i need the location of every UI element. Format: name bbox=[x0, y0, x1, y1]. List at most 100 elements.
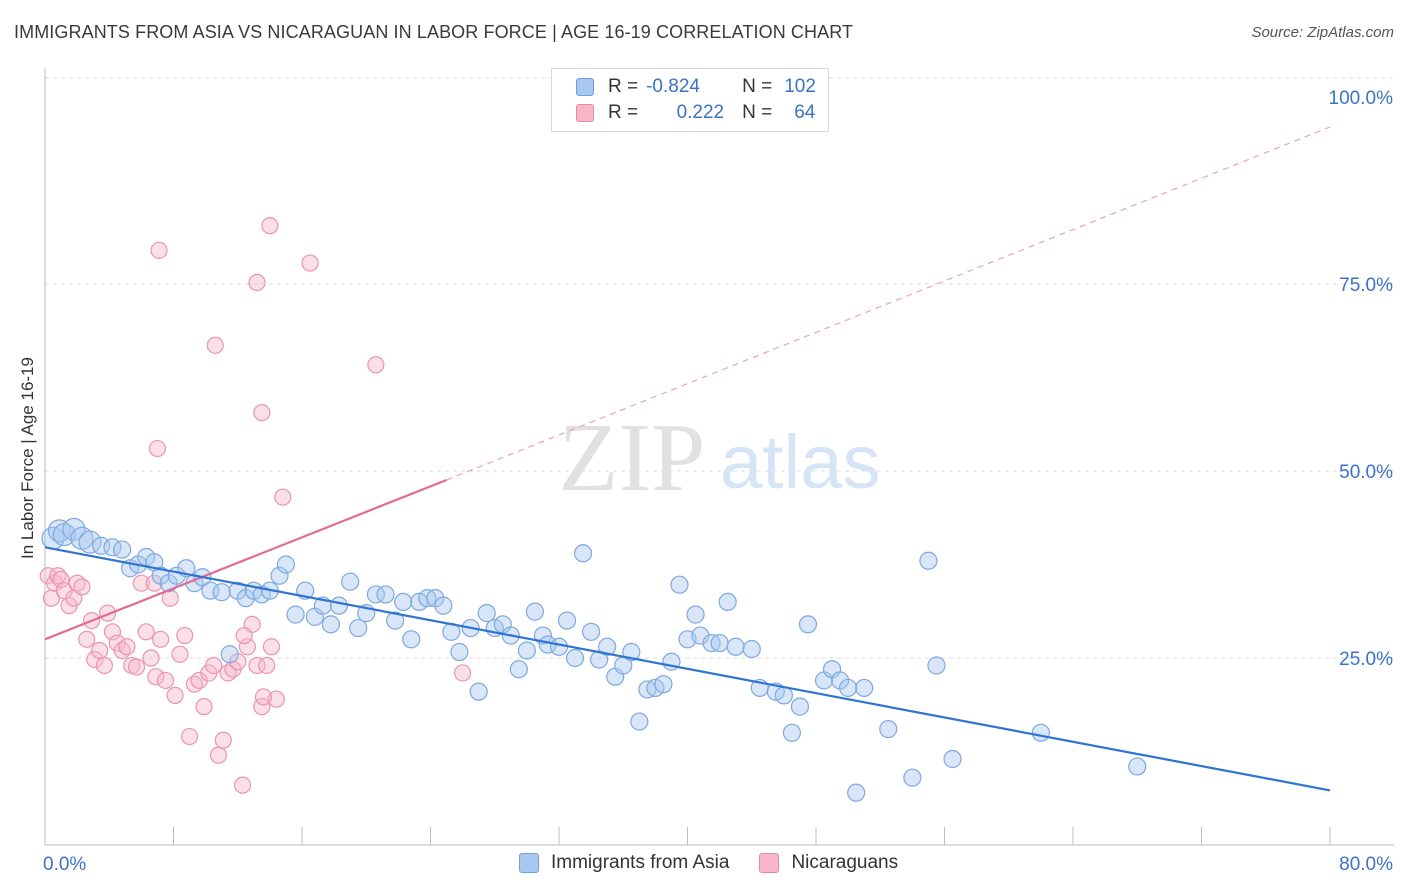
asia-point bbox=[726, 637, 745, 656]
nicaraguan-point bbox=[103, 623, 122, 641]
nicaraguan-point bbox=[142, 649, 160, 667]
nicaraguan-point bbox=[274, 488, 292, 506]
nicaraguan-point bbox=[367, 356, 385, 374]
asia-point bbox=[78, 530, 102, 554]
asia-point bbox=[847, 783, 866, 802]
asia-point bbox=[565, 648, 585, 668]
asia-point bbox=[525, 602, 545, 621]
nicaraguan-point bbox=[233, 776, 252, 794]
nicaraguan-point bbox=[195, 698, 213, 716]
watermark-zip: ZIP bbox=[559, 404, 706, 512]
asia-point bbox=[798, 615, 818, 634]
nicaraguan-point bbox=[267, 690, 285, 708]
asia-point bbox=[62, 517, 86, 541]
nicaraguan-point bbox=[127, 658, 146, 676]
nicaraguan-point bbox=[52, 570, 70, 589]
y-axis-label: In Labor Force | Age 16-19 bbox=[18, 357, 37, 559]
asia-point bbox=[394, 592, 413, 612]
asia-point bbox=[598, 637, 617, 656]
asia-point bbox=[517, 641, 536, 660]
legend-n-value: 64 bbox=[794, 102, 816, 123]
y-tick-label: 25.0% bbox=[1339, 649, 1393, 670]
legend-swatch-asia bbox=[576, 78, 594, 96]
legend-row-asia: R = -0.824 N = 102 bbox=[576, 74, 816, 100]
nicaraguan-point bbox=[261, 217, 279, 235]
nicaraguan-point bbox=[176, 626, 194, 645]
legend-r-value: -0.824 bbox=[646, 76, 700, 97]
series-legend: Immigrants from Asia Nicaraguans bbox=[519, 852, 928, 874]
y-tick-label: 75.0% bbox=[1339, 275, 1393, 296]
legend-swatch-nicaraguans bbox=[576, 104, 594, 122]
legend-r-label: R = bbox=[608, 102, 639, 123]
asia-point bbox=[1031, 723, 1050, 742]
asia-point bbox=[670, 575, 689, 594]
legend-n-value: 102 bbox=[784, 76, 816, 97]
asia-point bbox=[903, 768, 922, 787]
legend-item-nicaraguans[interactable]: Nicaraguans bbox=[759, 852, 898, 874]
legend-label-asia: Immigrants from Asia bbox=[551, 852, 730, 873]
nicaraguans-trend-extension bbox=[446, 126, 1331, 481]
asia-point bbox=[477, 604, 496, 623]
source-label: Source: ZipAtlas.com bbox=[1251, 24, 1394, 41]
legend-label-nicaraguans: Nicaraguans bbox=[791, 852, 899, 873]
nicaraguan-point bbox=[209, 746, 228, 764]
legend-swatch-nicaraguans bbox=[759, 853, 780, 873]
asia-point bbox=[402, 630, 421, 649]
nicaraguan-point bbox=[137, 623, 155, 641]
nicaraguan-point bbox=[258, 656, 276, 675]
nicaraguan-point bbox=[206, 336, 224, 354]
asia-point bbox=[329, 596, 349, 615]
legend-n-label: N = bbox=[742, 76, 773, 97]
asia-point bbox=[790, 697, 810, 716]
nicaraguan-point bbox=[132, 574, 150, 592]
asia-point bbox=[112, 540, 132, 559]
asia-point bbox=[919, 551, 938, 570]
asia-point bbox=[855, 678, 874, 698]
asia-point bbox=[276, 555, 296, 574]
asia-point bbox=[879, 719, 898, 739]
nicaraguan-point bbox=[150, 241, 168, 259]
asia-point bbox=[927, 656, 946, 675]
asia-point bbox=[1128, 757, 1147, 776]
asia-point bbox=[434, 596, 453, 615]
asia-point bbox=[349, 618, 368, 638]
y-tick-label: 100.0% bbox=[1329, 88, 1394, 109]
asia-point bbox=[376, 585, 395, 604]
nicaraguan-point bbox=[301, 254, 319, 272]
asia-point bbox=[718, 592, 737, 612]
nicaraguan-point bbox=[253, 404, 271, 422]
x-tick-label: 0.0% bbox=[43, 854, 86, 875]
nicaraguan-point bbox=[171, 645, 189, 663]
asia-point bbox=[509, 660, 528, 679]
asia-point bbox=[782, 723, 802, 742]
asia-point bbox=[742, 639, 761, 659]
asia-points bbox=[41, 517, 1147, 802]
legend-swatch-asia bbox=[519, 853, 539, 873]
legend-n-label: N = bbox=[742, 102, 773, 123]
grid-lines bbox=[45, 77, 1394, 659]
tick-labels: 25.0% 50.0% 75.0% 100.0% 0.0% 80.0% bbox=[43, 88, 1393, 875]
legend-item-asia[interactable]: Immigrants from Asia bbox=[519, 852, 729, 874]
legend-row-nicaraguans: R = 0.222 N = 64 bbox=[576, 100, 815, 126]
asia-point bbox=[286, 605, 305, 624]
asia-point bbox=[386, 611, 405, 630]
nicaraguan-point bbox=[254, 688, 273, 706]
asia-point bbox=[839, 678, 858, 698]
asia-point bbox=[686, 605, 705, 624]
asia-point bbox=[774, 686, 793, 705]
asia-point bbox=[341, 572, 360, 591]
nicaraguan-point bbox=[205, 656, 223, 675]
nicaraguan-point bbox=[73, 578, 91, 596]
asia-point bbox=[943, 749, 962, 769]
y-tick-label: 50.0% bbox=[1339, 462, 1393, 483]
nicaraguan-point bbox=[86, 650, 104, 669]
asia-point bbox=[366, 585, 385, 604]
nicaraguan-point bbox=[235, 626, 253, 645]
asia-point bbox=[710, 633, 729, 653]
asia-point bbox=[220, 645, 239, 664]
asia-point bbox=[321, 615, 341, 634]
nicaraguan-point bbox=[166, 686, 184, 705]
nicaraguan-point bbox=[454, 664, 472, 682]
asia-point bbox=[654, 675, 673, 694]
